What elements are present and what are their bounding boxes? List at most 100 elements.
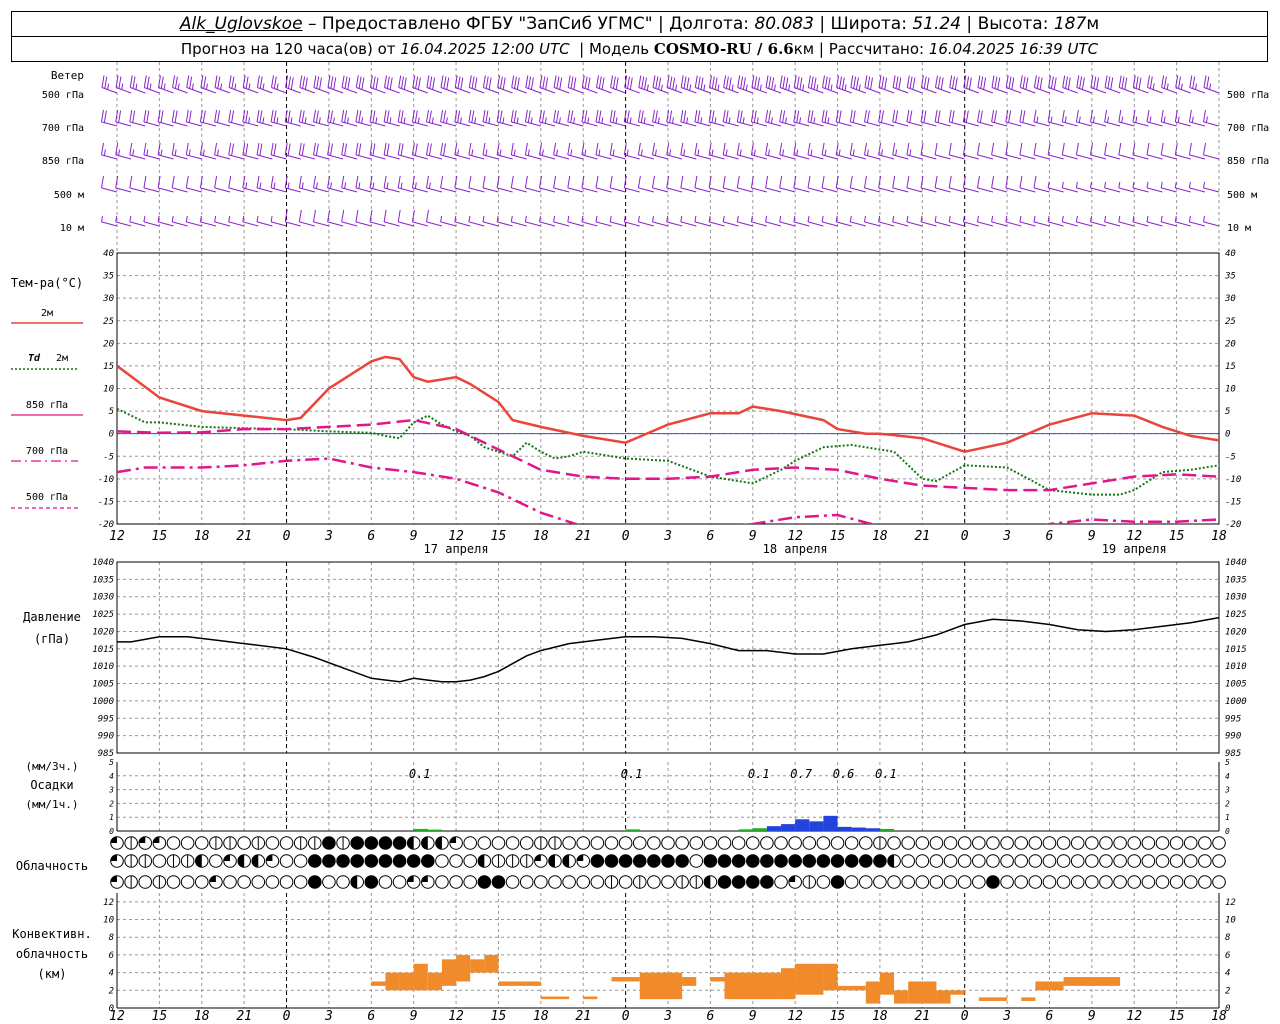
wind-barb: [934, 175, 951, 193]
conv-bar-32: [1063, 977, 1092, 986]
cloud-circle: [477, 836, 492, 850]
wind-barb: [920, 109, 937, 127]
cloud-cover-symbol: [1099, 875, 1113, 889]
wind-barb: [822, 75, 838, 94]
precip-3h-label: (мм/3ч.): [26, 760, 79, 773]
wind-barb: [539, 142, 556, 160]
wind-barb: [101, 109, 118, 127]
cloud-circle: [1183, 854, 1198, 868]
wind-barb: [736, 142, 753, 160]
wind-barb: [256, 142, 273, 160]
cloud-cover-symbol: [816, 854, 831, 868]
wind-barb: [228, 175, 245, 193]
wind-barb: [496, 142, 513, 160]
cloud-circle: [604, 836, 619, 850]
cloud-cover-symbol: [929, 875, 944, 889]
cloud-cover-symbol: [774, 854, 788, 868]
cloud-circle: [1127, 836, 1142, 850]
wind-barb: [1188, 142, 1206, 160]
wind-barb: [143, 142, 160, 160]
wind-barb: [694, 109, 711, 127]
cloud-cover-symbol: [435, 836, 449, 850]
cloud-cover-symbol: [194, 854, 209, 868]
wind-barb: [906, 215, 923, 227]
cloud-cover-symbol: [1113, 854, 1127, 868]
cloud-circle: [519, 836, 534, 850]
wind-barb: [553, 109, 570, 127]
wind-level-label-right-3: 500 м: [1227, 190, 1257, 201]
cloud-cover-symbol: [844, 836, 859, 850]
temp-tick-left: 25: [103, 317, 114, 327]
cloud-cover-symbol: [1212, 875, 1226, 889]
wind-barb: [1160, 181, 1177, 193]
cloud-cover-symbol: [788, 836, 802, 850]
cloud-circle: [1028, 875, 1043, 889]
wind-barb: [524, 109, 541, 127]
pressure-tick-right: 995: [1225, 714, 1241, 724]
conv-bar-27: [936, 990, 951, 1004]
conv-tick-left: 8: [109, 933, 114, 943]
wind-barb: [1132, 142, 1149, 160]
cloud-circle: [760, 836, 774, 850]
cloud-circle: [745, 836, 760, 850]
wind-barb: [482, 215, 499, 227]
wind-barb: [1019, 215, 1036, 227]
temp-hour-label: 18: [872, 529, 888, 544]
conv-bar-28: [950, 990, 965, 995]
cloud-circle: [1183, 836, 1198, 850]
cloud-cover-symbol: [1070, 836, 1085, 850]
wind-barb: [652, 109, 669, 127]
wind-barb: [185, 175, 202, 193]
cloud-circle: [1028, 836, 1043, 850]
cloud-cover-symbol: [957, 836, 972, 850]
wind-barb: [101, 142, 118, 160]
cloud-cover-symbol: [406, 854, 421, 868]
wind-barb: [694, 175, 711, 193]
wind-barb: [1062, 75, 1078, 94]
cloud-cover-symbol: [689, 875, 704, 889]
wind-barb: [454, 175, 471, 193]
wind-barb: [482, 175, 499, 193]
cloud-circle: [519, 875, 534, 889]
precip-title: Осадки: [30, 778, 73, 792]
cloud-circle: [562, 836, 576, 850]
wind-barb: [708, 109, 725, 127]
cloud-circle: [180, 836, 195, 850]
cloud-circle: [957, 836, 972, 850]
cloud-quarter: [576, 854, 584, 861]
temp-tick-right: -5: [1225, 452, 1236, 462]
temp-hour-label: 6: [706, 529, 714, 544]
cloud-cover-symbol: [1198, 875, 1212, 889]
wind-barb: [680, 109, 697, 127]
wind-barb: [892, 215, 909, 227]
wind-barb: [313, 209, 330, 227]
cloud-circle: [1212, 836, 1226, 850]
conv-bar-22: [837, 985, 866, 991]
wind-barbs-group: [101, 75, 1220, 227]
cloud-circle: [1113, 854, 1127, 868]
temp-hour-label: 15: [152, 529, 168, 544]
wind-barb: [411, 109, 428, 127]
cloud-cover-symbol: [576, 836, 591, 850]
wind-barb: [115, 75, 132, 94]
lat-label: Широта:: [830, 14, 907, 34]
conv-title-2: облачность: [16, 947, 88, 961]
cloud-cover-symbol: [915, 875, 930, 889]
conv-hour-label: 15: [1169, 1009, 1185, 1024]
wind-barb: [1005, 215, 1022, 227]
wind-barb: [821, 215, 838, 227]
cloud-circle: [1113, 875, 1127, 889]
wind-barb: [807, 175, 824, 193]
conv-bar-30: [1021, 997, 1036, 1001]
cloud-cover-symbol: [576, 875, 591, 889]
wind-barb: [397, 109, 414, 127]
precip-tick-left: 1: [109, 813, 114, 822]
cloud-cover-symbol: [166, 854, 181, 868]
conv-bar-16: [682, 977, 697, 986]
cloud-cover-symbol: [802, 836, 817, 850]
wind-barb: [496, 215, 513, 227]
wind-barb: [694, 215, 711, 227]
cloud-cover-symbol: [265, 875, 280, 889]
cloud-circle: [1198, 854, 1212, 868]
